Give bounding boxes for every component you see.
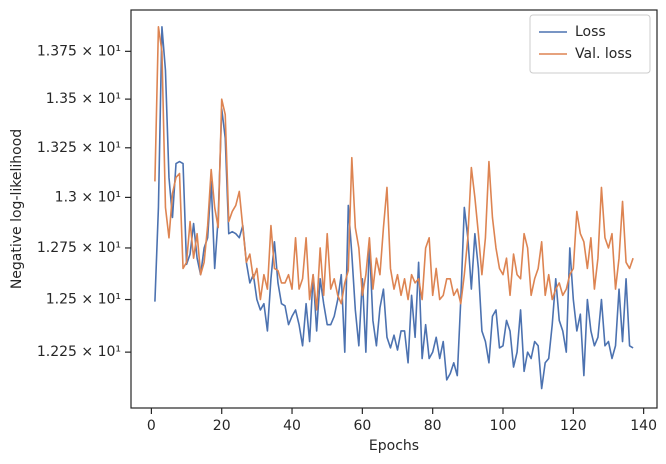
- plot-frame: [130, 9, 658, 409]
- x-tick-label: 120: [560, 418, 587, 434]
- x-axis-label: Epochs: [369, 438, 419, 454]
- legend-box: [529, 14, 651, 74]
- y-tick-label: 1.25 × 10¹: [46, 292, 121, 308]
- x-tick-label: 60: [353, 418, 371, 434]
- y-tick-label: 1.275 × 10¹: [37, 240, 121, 256]
- series-line: [154, 26, 634, 390]
- y-tick-label: 1.225 × 10¹: [37, 344, 121, 360]
- x-tick-label: 100: [490, 418, 517, 434]
- x-tick-label: 40: [283, 418, 301, 434]
- y-tick-label: 1.35 × 10¹: [46, 91, 121, 107]
- y-tick-label: 1.3 × 10¹: [55, 189, 121, 205]
- x-tick-label: 80: [424, 418, 442, 434]
- y-axis-label: Negative log-likelihood: [9, 129, 25, 289]
- legend-label: Val. loss: [575, 46, 632, 62]
- y-tick-label: 1.375 × 10¹: [37, 43, 121, 59]
- series-line: [154, 26, 634, 311]
- x-tick-label: 140: [630, 418, 657, 434]
- x-tick-label: 0: [147, 418, 156, 434]
- x-tick-label: 20: [213, 418, 231, 434]
- legend-label: Loss: [575, 24, 606, 40]
- y-tick-label: 1.325 × 10¹: [37, 140, 121, 156]
